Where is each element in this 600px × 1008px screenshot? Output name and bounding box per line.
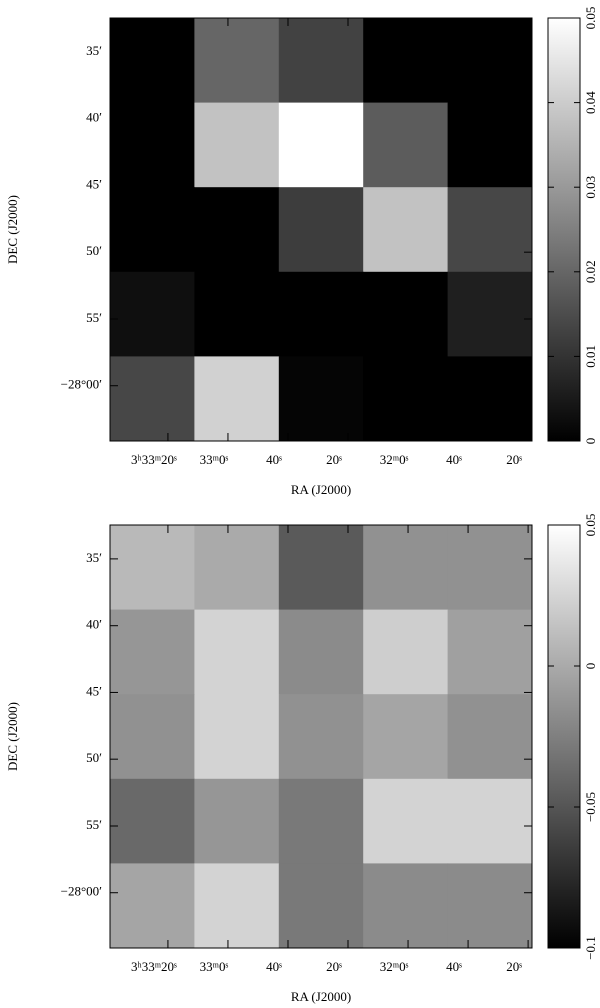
colorbar-tick-label: 0 (583, 438, 598, 445)
cell (447, 525, 533, 611)
x-tick-label: 20ˢ (326, 452, 342, 467)
plot-frame (109, 524, 533, 949)
cell (363, 102, 449, 188)
cell (194, 863, 280, 949)
cell (363, 271, 449, 357)
cell (363, 187, 449, 273)
y-tick-label: 35′ (86, 550, 102, 565)
cell (447, 271, 533, 357)
colorbar-tick-label: 0.03 (583, 176, 598, 199)
x-tick-label: 20ˢ (506, 452, 522, 467)
y-tick-label: 40′ (86, 110, 102, 125)
colorbar-tick-label: 0.05 (583, 514, 598, 537)
cell (194, 356, 280, 442)
cell (447, 694, 533, 780)
y-tick-label: −28°00′ (61, 884, 103, 899)
cell (447, 102, 533, 188)
x-tick-label: 20ˢ (326, 959, 342, 974)
cell (278, 778, 364, 864)
cell (447, 356, 533, 442)
colorbar-tick-label: 0.01 (583, 345, 598, 368)
x-tick-label: 3ʰ33ᵐ20ˢ (131, 452, 177, 467)
cell (278, 102, 364, 188)
cell (110, 863, 195, 949)
y-tick-label: 45′ (86, 683, 102, 698)
x-tick-label: 40ˢ (266, 452, 282, 467)
cell (447, 778, 533, 864)
y-tick-label: 50′ (86, 750, 102, 765)
cell (194, 778, 280, 864)
cell (194, 18, 280, 104)
x-tick-label: 32ᵐ0ˢ (380, 959, 409, 974)
y-tick-label: 35′ (86, 43, 102, 58)
x-axis-label: RA (J2000) (291, 482, 351, 497)
cell (363, 778, 449, 864)
cell (363, 863, 449, 949)
cell (447, 609, 533, 695)
cell (110, 778, 195, 864)
y-axis-label: DEC (J2000) (5, 702, 20, 771)
cell (110, 694, 195, 780)
cell (363, 694, 449, 780)
cell (363, 18, 449, 104)
cell (110, 609, 195, 695)
cell (447, 18, 533, 104)
y-tick-label: 55′ (86, 310, 102, 325)
cell (278, 525, 364, 611)
cell (363, 525, 449, 611)
colorbar-tick-label: 0.05 (583, 7, 598, 30)
y-tick-label: −28°00′ (61, 377, 103, 392)
cell (363, 609, 449, 695)
cell (194, 525, 280, 611)
colorbar-tick-label: −0.05 (583, 792, 598, 822)
cell (194, 102, 280, 188)
colorbar (547, 524, 581, 949)
cell (278, 271, 364, 357)
cell (278, 18, 364, 104)
cell (110, 187, 195, 273)
y-tick-label: 55′ (86, 817, 102, 832)
x-tick-label: 32ᵐ0ˢ (380, 452, 409, 467)
x-axis-label: RA (J2000) (291, 989, 351, 1004)
colorbar (547, 17, 581, 442)
colorbar-tick-label: −0.1 (583, 936, 598, 960)
cell (110, 271, 195, 357)
x-tick-label: 20ˢ (506, 959, 522, 974)
x-tick-label: 33ᵐ0ˢ (200, 452, 229, 467)
cell (447, 187, 533, 273)
x-tick-label: 3ʰ33ᵐ20ˢ (131, 959, 177, 974)
cell (194, 694, 280, 780)
x-tick-label: 40ˢ (446, 959, 462, 974)
cell (194, 271, 280, 357)
cell (278, 356, 364, 442)
x-tick-label: 40ˢ (266, 959, 282, 974)
cell (278, 609, 364, 695)
cell (278, 863, 364, 949)
cell (110, 525, 195, 611)
cell (194, 609, 280, 695)
x-tick-label: 40ˢ (446, 452, 462, 467)
y-axis-label: DEC (J2000) (5, 195, 20, 264)
cell (110, 102, 195, 188)
cell (278, 187, 364, 273)
colorbar-tick-label: 0.02 (583, 260, 598, 283)
cell (363, 356, 449, 442)
cell (110, 356, 195, 442)
y-tick-label: 50′ (86, 243, 102, 258)
cell (194, 187, 280, 273)
cell (110, 18, 195, 104)
y-tick-label: 40′ (86, 617, 102, 632)
colorbar-tick-label: 0 (583, 663, 598, 670)
plot-frame (109, 17, 533, 442)
cell (447, 863, 533, 949)
cell (278, 694, 364, 780)
colorbar-tick-label: 0.04 (583, 91, 598, 114)
x-tick-label: 33ᵐ0ˢ (200, 959, 229, 974)
y-tick-label: 45′ (86, 176, 102, 191)
